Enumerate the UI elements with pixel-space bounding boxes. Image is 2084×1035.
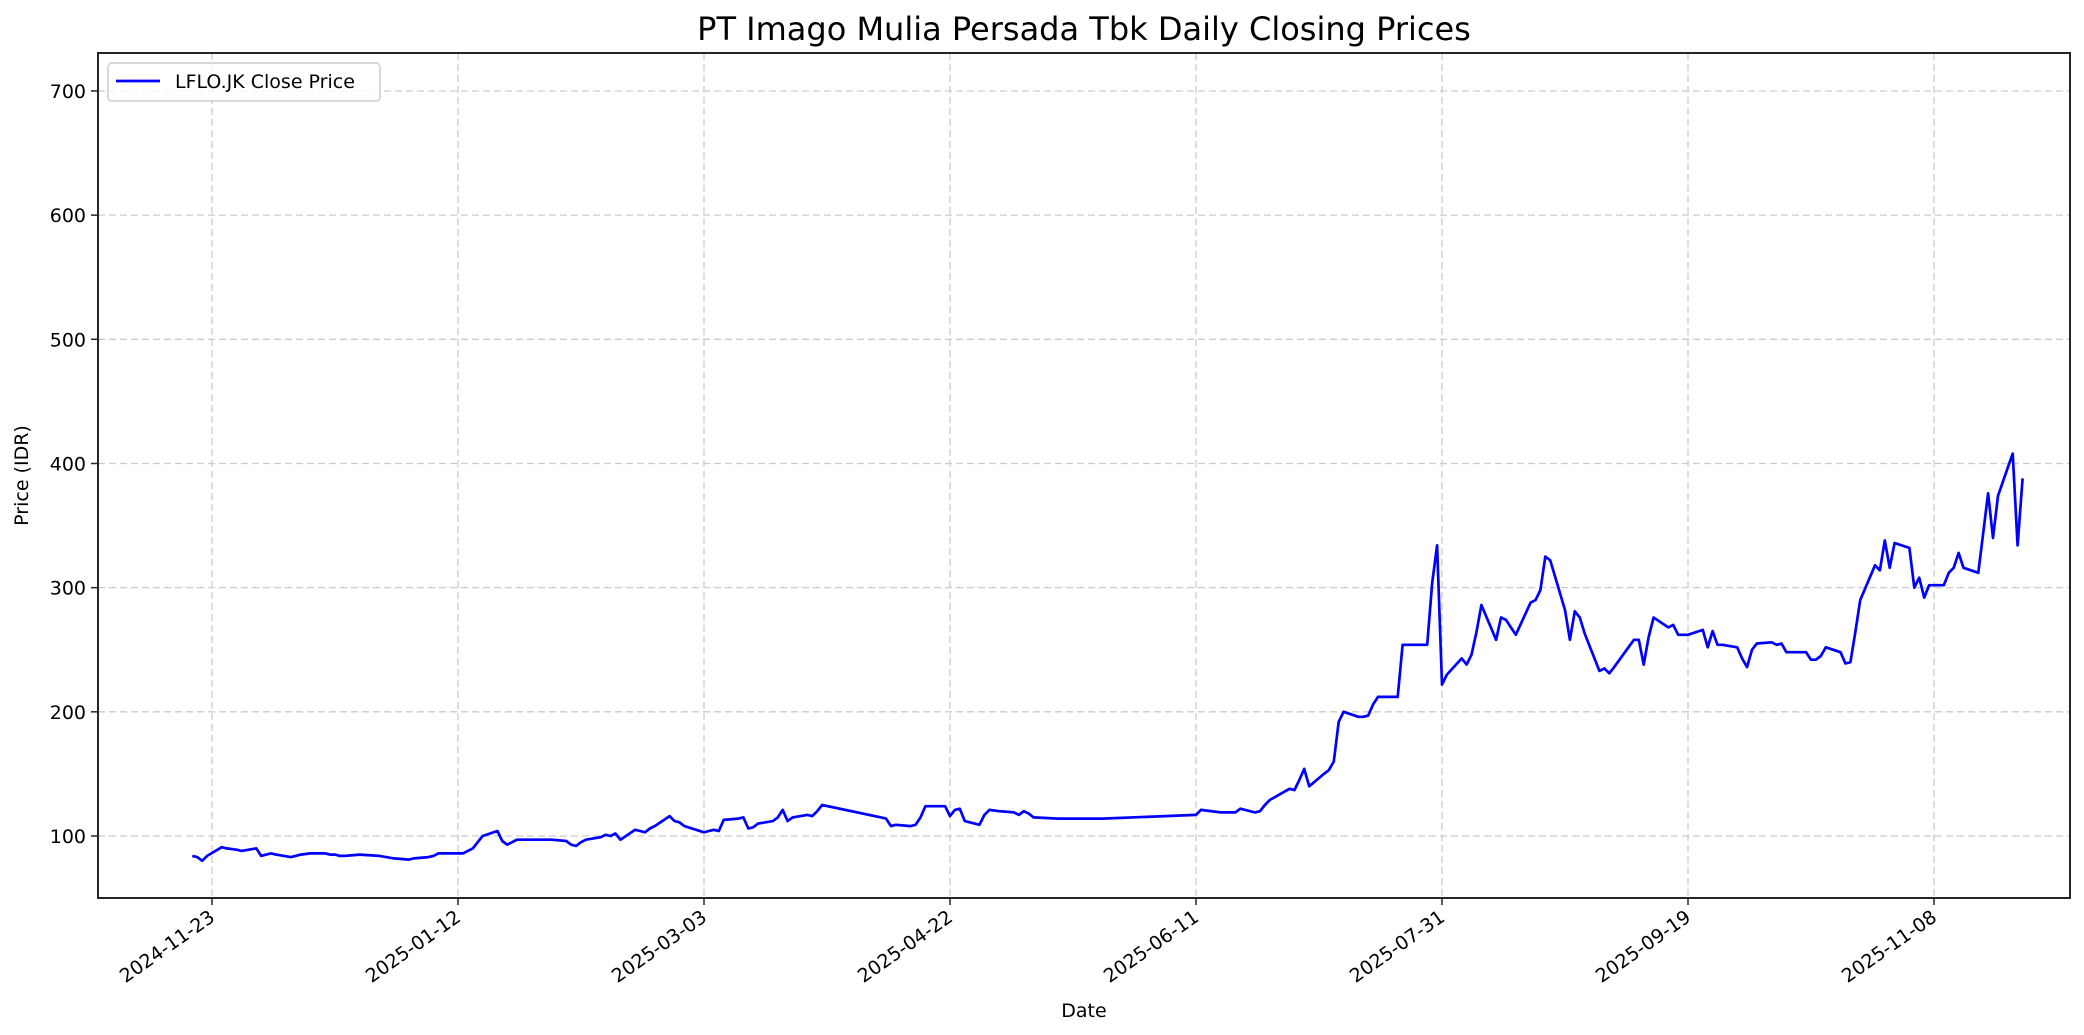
y-tick-label: 400 <box>50 453 86 475</box>
plot-frame <box>97 52 2071 899</box>
x-axis: 2024-11-23 2025-01-12 2025-03-03 2025-04-22… <box>116 898 1941 987</box>
x-tick-label: 2024-11-23 <box>116 906 219 987</box>
y-tick-label: 200 <box>50 702 86 724</box>
legend-label: LFLO.JK Close Price <box>175 71 355 93</box>
grid-lines <box>98 53 2070 898</box>
y-axis: 100 200 300 400 500 600 700 <box>50 81 98 848</box>
y-axis-label: Price (IDR) <box>11 425 33 526</box>
x-tick-label: 2025-01-12 <box>362 906 465 987</box>
x-tick-label: 2025-11-08 <box>1838 906 1941 987</box>
legend: LFLO.JK Close Price <box>107 62 381 102</box>
chart-title: PT Imago Mulia Persada Tbk Daily Closing… <box>697 10 1471 48</box>
y-tick-label: 100 <box>50 826 86 848</box>
x-axis-label: Date <box>1061 1000 1106 1022</box>
legend-box <box>107 62 381 102</box>
y-tick-label: 300 <box>50 578 86 600</box>
price-series <box>191 452 2024 863</box>
x-tick-label: 2025-09-19 <box>1592 906 1695 987</box>
x-tick-label: 2025-03-03 <box>608 906 711 987</box>
y-tick-label: 700 <box>50 81 86 103</box>
x-tick-label: 2025-07-31 <box>1346 906 1449 987</box>
x-tick-label: 2025-06-11 <box>1100 906 1203 987</box>
x-tick-label: 2025-04-22 <box>854 906 957 987</box>
price-line <box>191 452 2024 863</box>
y-tick-label: 500 <box>50 329 86 351</box>
y-tick-label: 600 <box>50 205 86 227</box>
